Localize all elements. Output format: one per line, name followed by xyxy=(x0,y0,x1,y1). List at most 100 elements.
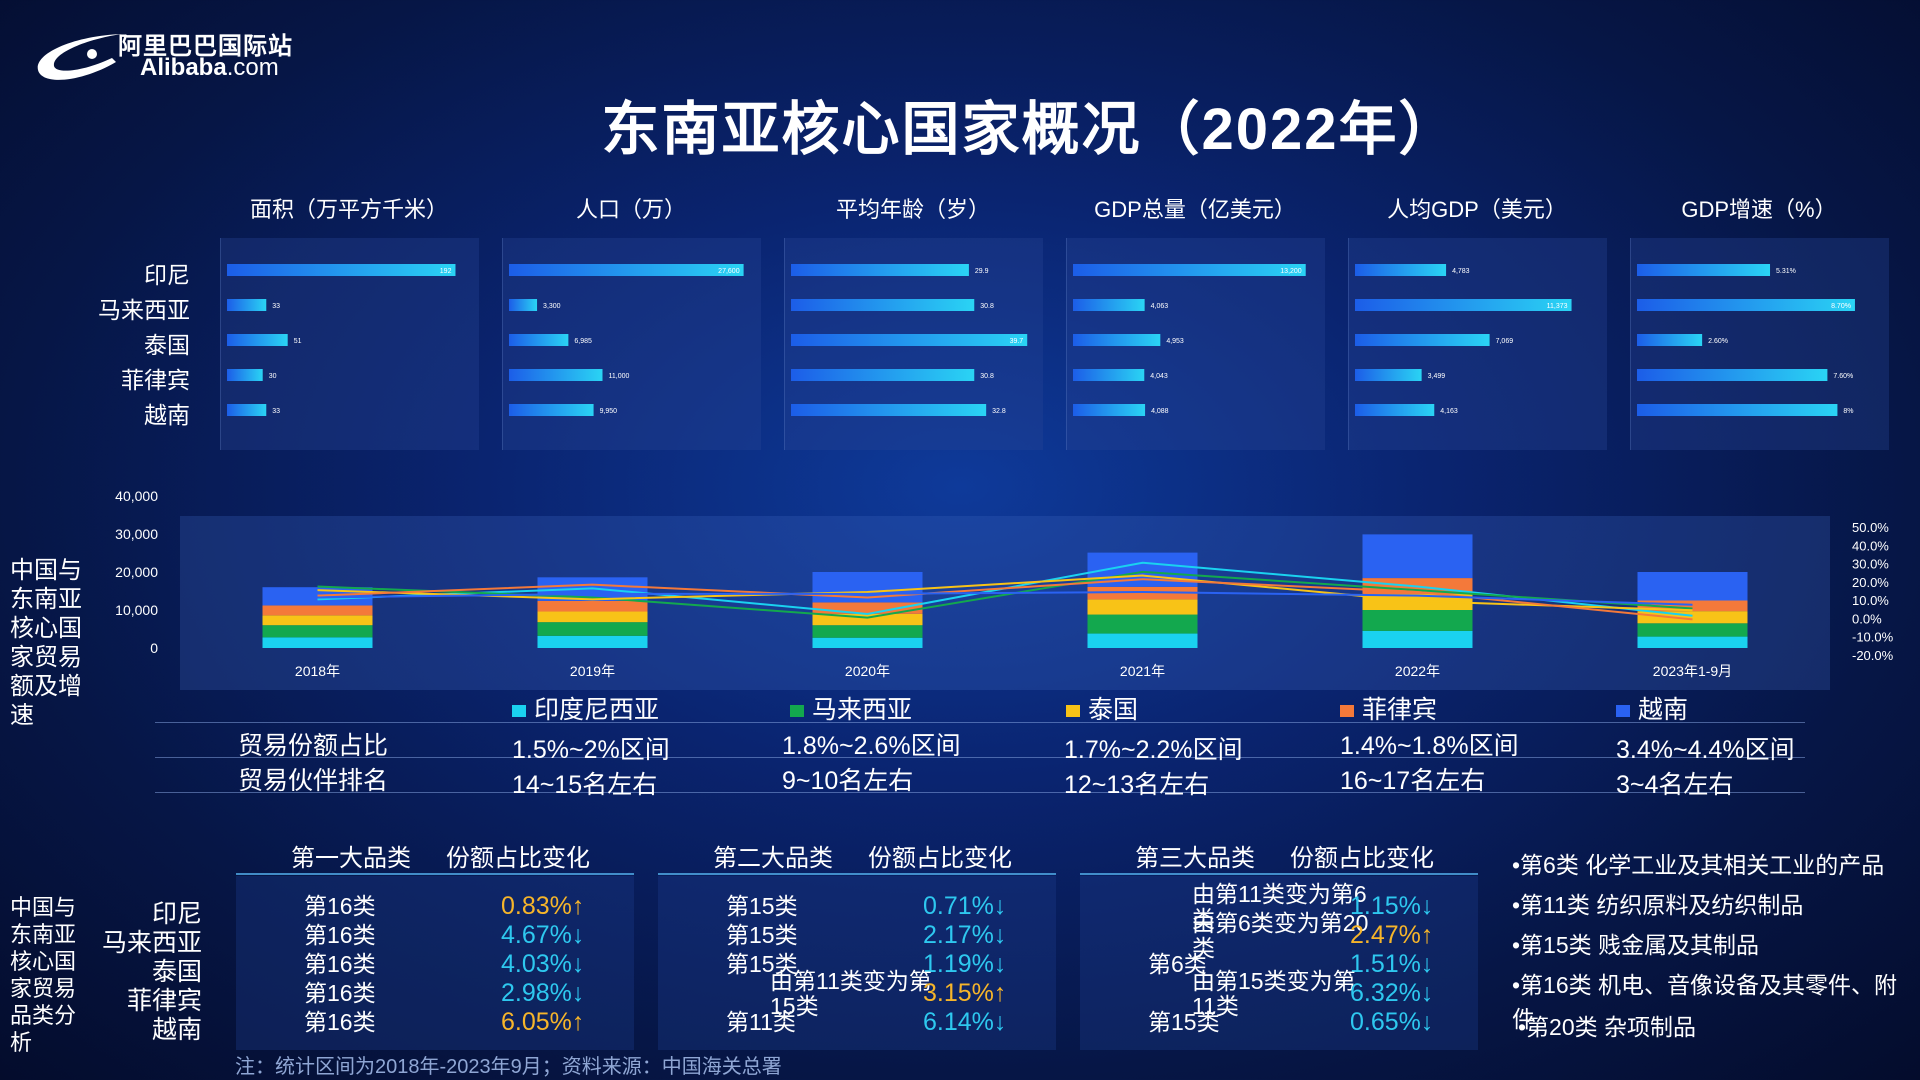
legend-item: 马来西亚 xyxy=(790,690,912,726)
share-change-value: 1.19%↓ xyxy=(923,950,1007,978)
metric-bar xyxy=(1355,264,1447,276)
trade-bar-segment xyxy=(262,605,373,616)
trade-bar-segment xyxy=(1637,600,1748,612)
trade-bar-segment xyxy=(537,622,648,636)
trade-bar-segment xyxy=(537,635,648,648)
metric-bar xyxy=(1073,334,1161,346)
trade-bar-segment xyxy=(1637,636,1748,648)
metric-bar-label: 33 xyxy=(272,303,280,310)
metric-bar-label: 4,163 xyxy=(1440,408,1458,415)
legend-label: 印度尼西亚 xyxy=(534,696,660,724)
metric-bar-label: 9,950 xyxy=(600,408,618,415)
share-change-value: 2.98%↓ xyxy=(501,979,585,1007)
category-cell: 第16类 xyxy=(304,1009,376,1035)
category-cell: 第6类 xyxy=(1148,951,1207,977)
metric-bar-label: 11,373 xyxy=(1547,303,1568,310)
metric-bar-label: 13,200 xyxy=(1280,268,1302,275)
y2-tick-label: 0.0% xyxy=(1852,611,1882,626)
trade-bar-segment xyxy=(1087,599,1198,615)
category-cell: 第16类 xyxy=(304,893,376,919)
category-head: 第三大品类 xyxy=(1135,845,1255,872)
share-change-value: 4.67%↓ xyxy=(501,921,585,949)
metric-bar xyxy=(227,299,267,311)
legend-item: 越南 xyxy=(1616,690,1688,726)
metric-bar-label: 4,783 xyxy=(1452,268,1470,275)
category-legend-item: •第6类 化学工业及其相关工业的产品 xyxy=(1512,852,1885,878)
metric-bar-label: 27,600 xyxy=(718,268,740,275)
table-divider xyxy=(155,792,1805,793)
trade-bar-segment xyxy=(537,600,648,612)
metric-bar-label: 3,499 xyxy=(1428,373,1446,380)
table-row-label: 贸易份额占比 xyxy=(238,732,389,760)
legend-swatch xyxy=(1066,705,1080,718)
metric-bar-label: 8.70% xyxy=(1831,303,1851,310)
category-country-label: 马来西亚 xyxy=(101,929,202,957)
legend-swatch xyxy=(1340,705,1354,718)
y2-tick-label: 20.0% xyxy=(1852,575,1889,590)
share-change-value: 4.03%↓ xyxy=(501,950,585,978)
y2-tick-label: 10.0% xyxy=(1852,593,1889,608)
logo-en-suffix: .com xyxy=(226,54,279,81)
category-country-label: 菲律宾 xyxy=(126,987,202,1015)
metric-bar xyxy=(227,334,288,346)
category-head-underline xyxy=(1080,873,1478,875)
category-cell: 第16类 xyxy=(304,922,376,948)
table-cell: 16~17名左右 xyxy=(1340,767,1486,795)
x-tick-label: 2020年 xyxy=(845,663,890,679)
category-cell: 由第11类变为第15类 xyxy=(770,969,932,1017)
trade-bar-segment xyxy=(812,625,923,638)
metric-bar-label: 4,063 xyxy=(1151,303,1169,310)
trade-bar-segment xyxy=(262,625,373,638)
y-tick-label: 40,000 xyxy=(115,488,158,504)
y-tick-label: 10,000 xyxy=(115,602,158,618)
share-change-value: 0.65%↓ xyxy=(1350,1008,1434,1036)
metric-bar xyxy=(1073,264,1306,276)
table-row-label: 贸易伙伴排名 xyxy=(238,767,389,795)
table-cell: 3.4%~4.4%区间 xyxy=(1616,736,1795,764)
metric-panel: 5.31% 8.70% 2.60% 7.60% 8% xyxy=(1630,238,1889,450)
x-tick-label: 2023年1-9月 xyxy=(1653,663,1732,679)
metric-bar-label: 4,043 xyxy=(1150,373,1168,380)
metric-bar-label: 3,300 xyxy=(543,303,561,310)
overview-country-label: 泰国 xyxy=(144,332,190,358)
trade-bar-segment xyxy=(1087,614,1198,634)
legend-item: 印度尼西亚 xyxy=(512,690,659,726)
metric-bar xyxy=(791,299,975,311)
category-box xyxy=(236,876,634,1050)
category-legend-item: •第16类 机电、音像设备及其零件、附件 xyxy=(1512,972,1898,1032)
trade-bar-segment xyxy=(812,602,923,614)
logo-en-main: Alibaba xyxy=(140,54,227,81)
trade-bar-segment xyxy=(1637,611,1748,624)
metric-bar xyxy=(227,369,263,381)
metric-bar xyxy=(1637,404,1838,416)
metric-header: GDP增速（%） xyxy=(1681,197,1837,222)
legend-label: 泰国 xyxy=(1088,696,1139,724)
y-tick-label: 20,000 xyxy=(115,564,158,580)
table-cell: 1.7%~2.2%区间 xyxy=(1064,736,1243,764)
metric-bar-label: 5.31% xyxy=(1776,268,1796,275)
legend-label: 越南 xyxy=(1638,696,1689,724)
y-tick-label: 0 xyxy=(150,640,158,656)
table-cell: 1.4%~1.8%区间 xyxy=(1340,732,1519,760)
share-change-value: 2.17%↓ xyxy=(923,921,1007,949)
footnote: 注：统计区间为2018年-2023年9月；资料来源：中国海关总署 xyxy=(235,1056,782,1078)
category-legend-item: •第15类 贱金属及其制品 xyxy=(1512,932,1760,958)
legend-swatch xyxy=(1616,705,1630,718)
metric-header: GDP总量（亿美元） xyxy=(1094,197,1296,222)
share-change-value: 0.83%↑ xyxy=(501,892,585,920)
metric-bar xyxy=(1073,369,1145,381)
table-cell: 1.5%~2%区间 xyxy=(512,736,670,764)
metric-bar xyxy=(1355,334,1490,346)
category-cell: 第16类 xyxy=(304,980,376,1006)
trade-section-label: 中国与东南亚核心国家贸易额及增速 xyxy=(10,557,82,729)
metric-bar-label: 7,069 xyxy=(1496,338,1514,345)
legend-swatch xyxy=(790,705,804,718)
trade-bar-segment xyxy=(1637,572,1748,601)
share-change-value: 0.71%↓ xyxy=(923,892,1007,920)
table-divider xyxy=(155,757,1805,758)
share-change-value: 6.32%↓ xyxy=(1350,979,1434,1007)
category-legend-item: •第20类 杂项制品 xyxy=(1518,1014,1697,1040)
metric-bar-label: 7.60% xyxy=(1833,373,1853,380)
category-head: 第一大品类 xyxy=(291,845,411,872)
x-tick-label: 2022年 xyxy=(1395,663,1440,679)
